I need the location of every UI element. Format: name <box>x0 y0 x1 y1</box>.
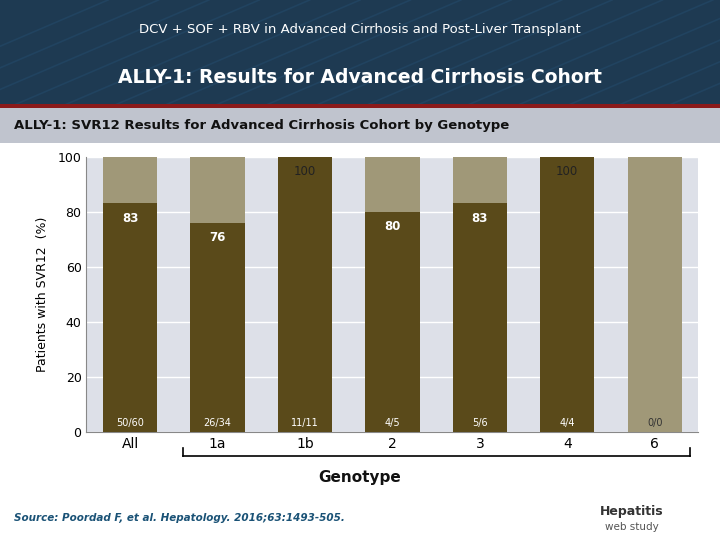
Text: DCV + SOF + RBV in Advanced Cirrhosis and Post-Liver Transplant: DCV + SOF + RBV in Advanced Cirrhosis an… <box>139 23 581 36</box>
Text: 11/11: 11/11 <box>291 418 319 428</box>
Text: Source: Poordad F, et al. Hepatology. 2016;63:1493-505.: Source: Poordad F, et al. Hepatology. 20… <box>14 514 346 523</box>
Bar <box>540 157 594 432</box>
Text: ALLY-1: Results for Advanced Cirrhosis Cohort: ALLY-1: Results for Advanced Cirrhosis C… <box>118 68 602 87</box>
Text: 5/6: 5/6 <box>472 418 487 428</box>
Text: 26/34: 26/34 <box>204 418 232 428</box>
Text: ALLY-1: SVR12 Results for Advanced Cirrhosis Cohort by Genotype: ALLY-1: SVR12 Results for Advanced Cirrh… <box>14 119 510 132</box>
Text: web study: web study <box>605 522 659 532</box>
Bar <box>628 157 682 432</box>
Bar <box>365 157 420 212</box>
Bar <box>190 157 245 222</box>
Bar <box>190 222 245 432</box>
Text: 76: 76 <box>210 231 226 244</box>
Text: 4/4: 4/4 <box>559 418 575 428</box>
Bar <box>0 104 720 108</box>
Bar <box>103 204 157 432</box>
Text: 4/5: 4/5 <box>384 418 400 428</box>
Text: Hepatitis: Hepatitis <box>600 505 664 518</box>
Text: 80: 80 <box>384 220 400 233</box>
Text: 0/0: 0/0 <box>647 418 662 428</box>
Bar <box>278 157 332 432</box>
Text: 83: 83 <box>122 212 138 225</box>
Text: 100: 100 <box>294 165 316 178</box>
Bar <box>453 157 507 204</box>
Y-axis label: Patients with SVR12  (%): Patients with SVR12 (%) <box>36 217 50 372</box>
Text: 50/60: 50/60 <box>116 418 144 428</box>
Text: 100: 100 <box>556 165 578 178</box>
Bar <box>453 204 507 432</box>
Bar <box>103 157 157 204</box>
Bar <box>365 212 420 432</box>
Text: 83: 83 <box>472 212 488 225</box>
Text: Genotype: Genotype <box>319 470 401 485</box>
